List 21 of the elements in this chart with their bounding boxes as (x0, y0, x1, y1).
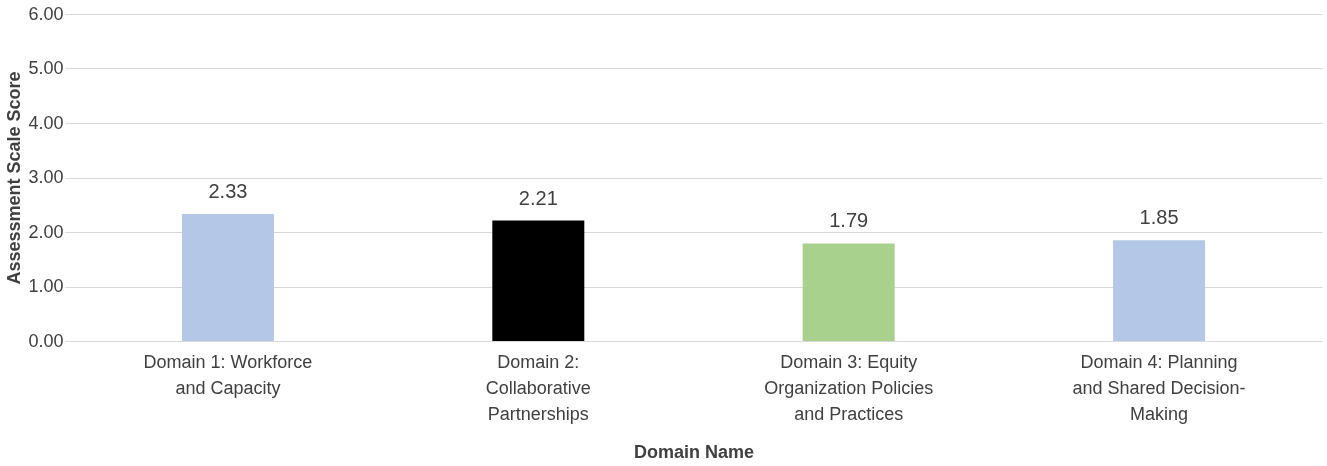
y-tick-label: 2.00 (28, 221, 64, 242)
y-tick-label: 4.00 (28, 112, 64, 133)
bar (492, 220, 585, 341)
data-label: 1.85 (1139, 206, 1179, 229)
bar (802, 243, 895, 341)
bar (181, 214, 274, 341)
y-tick-label: 0.00 (28, 330, 64, 351)
bar (1113, 240, 1206, 341)
x-tick-label: Domain 2: Collaborative Partnerships (485, 351, 591, 424)
x-tick-label: Domain 3: Equity Organization Policies and Practices (764, 351, 934, 424)
y-tick-label: 5.00 (28, 58, 64, 78)
data-label: 2.21 (518, 186, 558, 209)
data-label: 1.79 (829, 209, 869, 232)
data-label: 2.33 (208, 180, 248, 203)
y-tick-label: 1.00 (28, 276, 64, 296)
y-tick-label: 6.00 (28, 3, 64, 24)
y-tick-label: 3.00 (28, 167, 64, 187)
x-tick-label: Domain 4: Planning and Shared Decision-Making (1072, 351, 1246, 424)
y-axis-title: Assessment Scale Score (4, 71, 25, 285)
x-tick-label: Domain 1: Workforce and Capacity (143, 351, 313, 398)
x-axis-title: Domain Name (633, 441, 755, 462)
